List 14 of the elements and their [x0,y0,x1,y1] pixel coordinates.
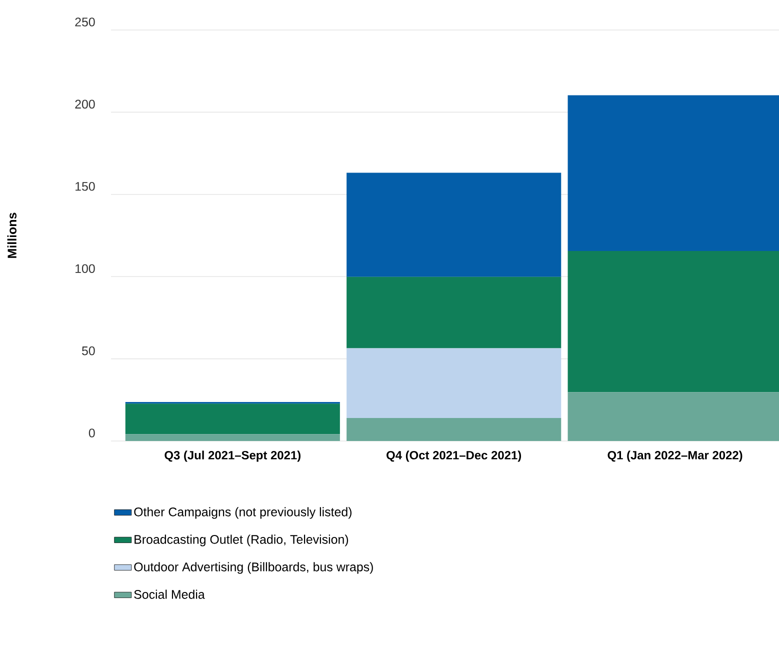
legend-label: Other Campaigns (not previously listed) [134,507,352,519]
y-tick-label: 100 [76,264,95,274]
x-tick-label: Q4 (Oct 2021–Dec 2021) [386,450,522,462]
y-tick-label: 250 [75,18,95,26]
y-tick-label: 200 [75,100,95,109]
y-tick-label: 50 [82,346,95,356]
x-tick-label: Q3 (Jul 2021–Sept 2021) [164,450,300,462]
y-tick-label: 0 [88,428,95,438]
x-tick-label: Q1 (Jan 2022–Mar 2022) [608,450,742,462]
legend-label: Social Media [134,590,205,599]
y-tick-label: 150 [76,182,95,191]
y-axis-title: Millions [7,212,16,258]
legend-label: Outdoor Advertising (Billboards, bus wraps) [134,562,373,574]
legend-label: Broadcasting Outlet (Radio, Television) [134,534,348,546]
